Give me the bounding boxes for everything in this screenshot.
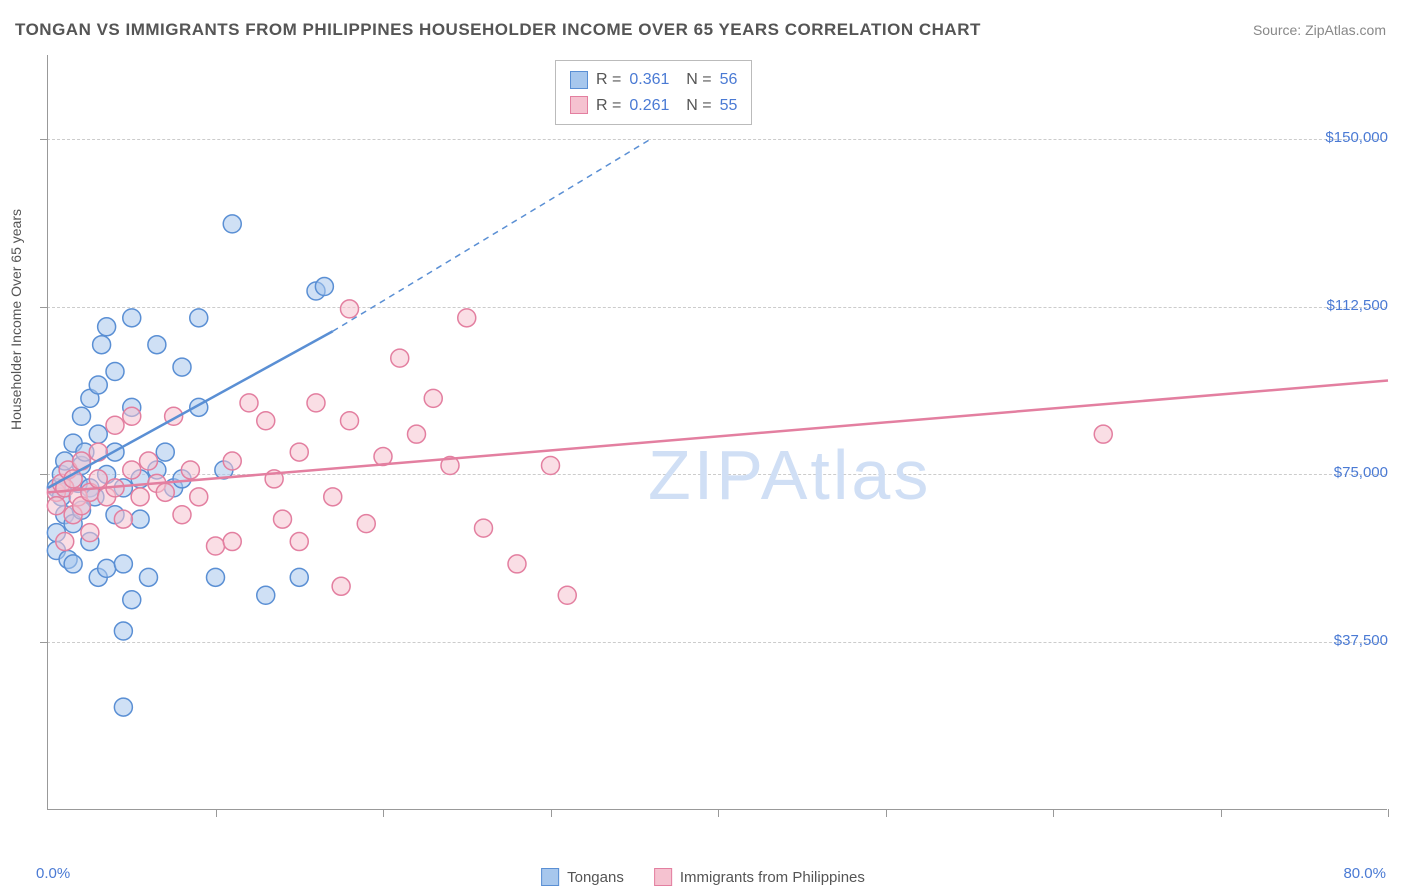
- series-legend: Tongans Immigrants from Philippines: [541, 868, 865, 886]
- legend-label: Immigrants from Philippines: [680, 869, 865, 886]
- legend-item-philippines: Immigrants from Philippines: [654, 868, 865, 886]
- x-axis-max-label: 80.0%: [1343, 865, 1386, 882]
- x-axis-min-label: 0.0%: [36, 865, 70, 882]
- stat-n-label: N =: [677, 93, 711, 119]
- swatch-icon: [570, 96, 588, 114]
- chart-container: TONGAN VS IMMIGRANTS FROM PHILIPPINES HO…: [0, 0, 1406, 892]
- legend-item-tongans: Tongans: [541, 868, 624, 886]
- swatch-icon: [541, 868, 559, 886]
- swatch-icon: [654, 868, 672, 886]
- stat-r-label: R =: [596, 93, 621, 119]
- swatch-icon: [570, 71, 588, 89]
- stat-n-value: 56: [720, 67, 738, 93]
- stat-n-label: N =: [677, 67, 711, 93]
- y-axis-title: Householder Income Over 65 years: [8, 209, 24, 430]
- stat-r-value: 0.261: [629, 93, 669, 119]
- stat-r-value: 0.361: [629, 67, 669, 93]
- stats-legend-box: R = 0.361 N = 56 R = 0.261 N = 55: [555, 60, 752, 125]
- legend-label: Tongans: [567, 869, 624, 886]
- chart-title: TONGAN VS IMMIGRANTS FROM PHILIPPINES HO…: [15, 20, 981, 40]
- stats-row-philippines: R = 0.261 N = 55: [570, 93, 737, 119]
- source-attribution: Source: ZipAtlas.com: [1253, 22, 1386, 38]
- stat-r-label: R =: [596, 67, 621, 93]
- scatter-svg: [48, 55, 1387, 809]
- stat-n-value: 55: [720, 93, 738, 119]
- plot-area: ZIPAtlas: [47, 55, 1387, 810]
- stats-row-tongans: R = 0.361 N = 56: [570, 67, 737, 93]
